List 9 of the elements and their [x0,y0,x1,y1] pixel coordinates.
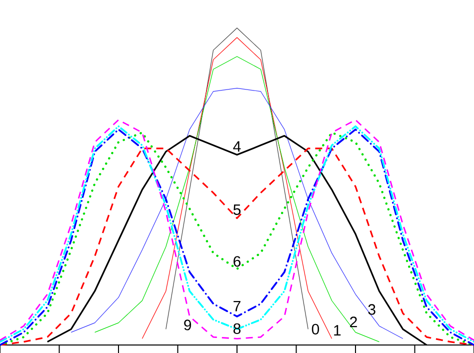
series-label: 5 [233,204,241,215]
series-label: 1 [334,325,341,336]
series-label: 6 [234,256,241,267]
series-label: 0 [312,324,320,334]
series-label: 9 [184,320,192,330]
series-label: 7 [234,300,240,312]
series-label: 2 [350,316,357,328]
series-label: 4 [233,141,241,152]
series-label: 3 [368,304,376,315]
